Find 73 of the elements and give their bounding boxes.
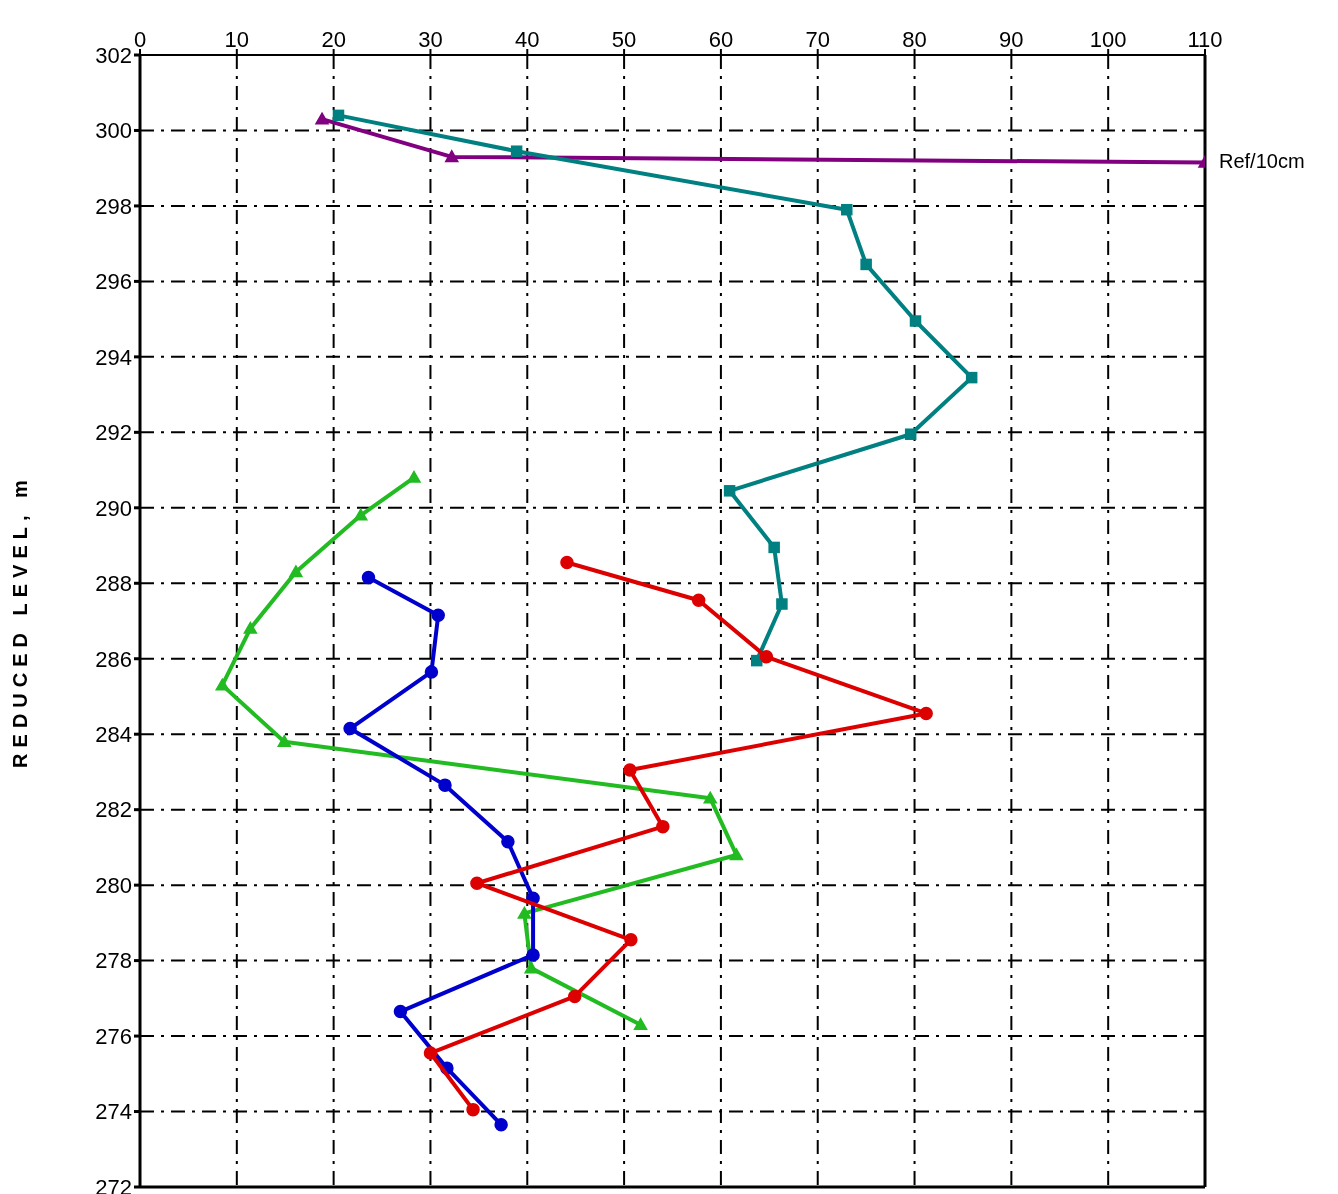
point [524,961,538,974]
point [332,109,345,122]
x-tick-label: 90 [999,27,1024,52]
y-tick-label: 288 [95,571,132,597]
x-tick-label: 60 [708,27,734,52]
x-tick-label: 110 [1187,27,1223,52]
point [361,570,376,585]
point [494,1117,508,1132]
point [393,1004,408,1019]
y-tick-label: 276 [95,1023,132,1049]
point [919,706,933,721]
point [703,791,718,804]
y-tick-label: 282 [95,797,132,823]
point [526,948,540,962]
y-tick-label: 302 [95,42,132,68]
point [841,203,853,216]
x-tick-label: 40 [515,27,540,52]
y-tick-label: 272 [95,1174,132,1194]
x-tick-label: 30 [418,27,443,52]
point [691,593,706,607]
point [424,665,439,679]
x-tick-label: 50 [611,27,637,52]
y-tick-label: 280 [95,872,132,898]
point [510,145,523,157]
point [315,112,329,125]
y-tick-label: 296 [95,269,132,295]
x-tick-label: 70 [805,27,830,52]
point [243,621,258,634]
point [438,778,452,792]
point [277,735,292,747]
y-tick-label: 274 [95,1099,132,1125]
point [623,763,637,777]
point [656,819,670,834]
point [904,428,917,440]
y-tick-label: 286 [95,646,132,672]
y-tick-label: 290 [95,495,132,521]
point [860,258,872,271]
x-tick-label: 10 [224,27,250,52]
point [723,485,736,497]
point [466,1102,480,1117]
x-tick-label: 20 [321,27,346,52]
y-tick-label: 278 [95,948,132,974]
point [445,150,459,163]
point [470,876,484,890]
point [624,933,638,947]
point [560,555,574,570]
point [965,371,978,384]
point [909,315,922,327]
point [759,650,774,664]
point [407,470,421,483]
x-tick-label: 80 [902,27,927,52]
point [729,848,744,861]
point [343,721,357,736]
y-tick-label: 284 [95,722,132,748]
point [423,1046,438,1060]
y-tick-label: 300 [95,118,132,144]
point [431,608,445,623]
point [567,989,582,1004]
x-tick-label: 0 [133,27,147,52]
y-tick-label: 298 [95,193,132,219]
point [354,508,368,521]
point [633,1018,648,1030]
point [501,834,515,849]
point [289,565,303,578]
y-axis-title: REDUCED LEVEL, m [9,474,32,768]
x-tick-label: 100 [1089,27,1127,52]
series-label: Ref/10cm [1219,149,1305,172]
point [517,906,532,919]
point [776,598,788,610]
point [768,541,780,554]
point [215,678,230,691]
y-tick-label: 294 [95,344,132,370]
y-tick-label: 292 [95,420,132,446]
